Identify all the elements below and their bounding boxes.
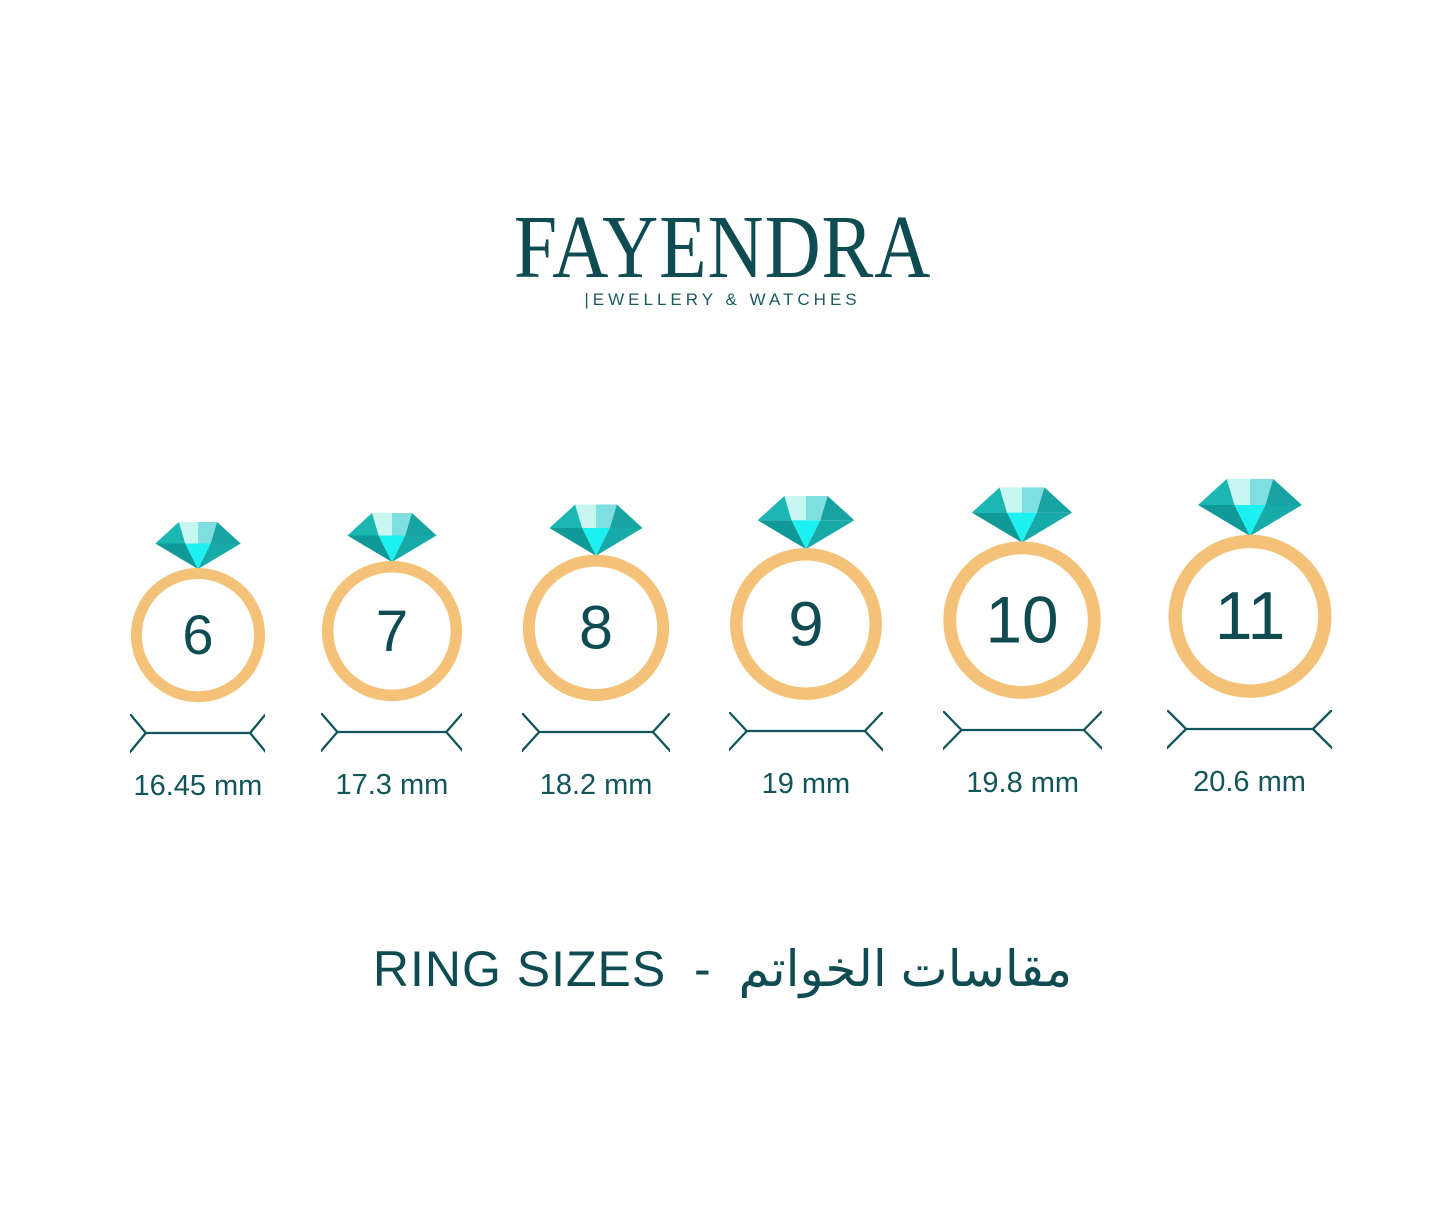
svg-text:20.6 mm: 20.6 mm: [1193, 766, 1306, 798]
svg-text:19.8 mm: 19.8 mm: [966, 767, 1079, 799]
svg-text:17.3 mm: 17.3 mm: [335, 769, 448, 801]
svg-text:9: 9: [788, 589, 823, 659]
svg-text:6: 6: [182, 603, 213, 666]
svg-text:8: 8: [579, 593, 613, 661]
svg-text:7: 7: [375, 599, 408, 664]
svg-text:18.2 mm: 18.2 mm: [540, 769, 653, 801]
svg-text:16.45 mm: 16.45 mm: [133, 770, 262, 802]
svg-text:10: 10: [986, 583, 1059, 656]
svg-text:11: 11: [1214, 578, 1285, 654]
svg-text:19 mm: 19 mm: [762, 768, 851, 800]
